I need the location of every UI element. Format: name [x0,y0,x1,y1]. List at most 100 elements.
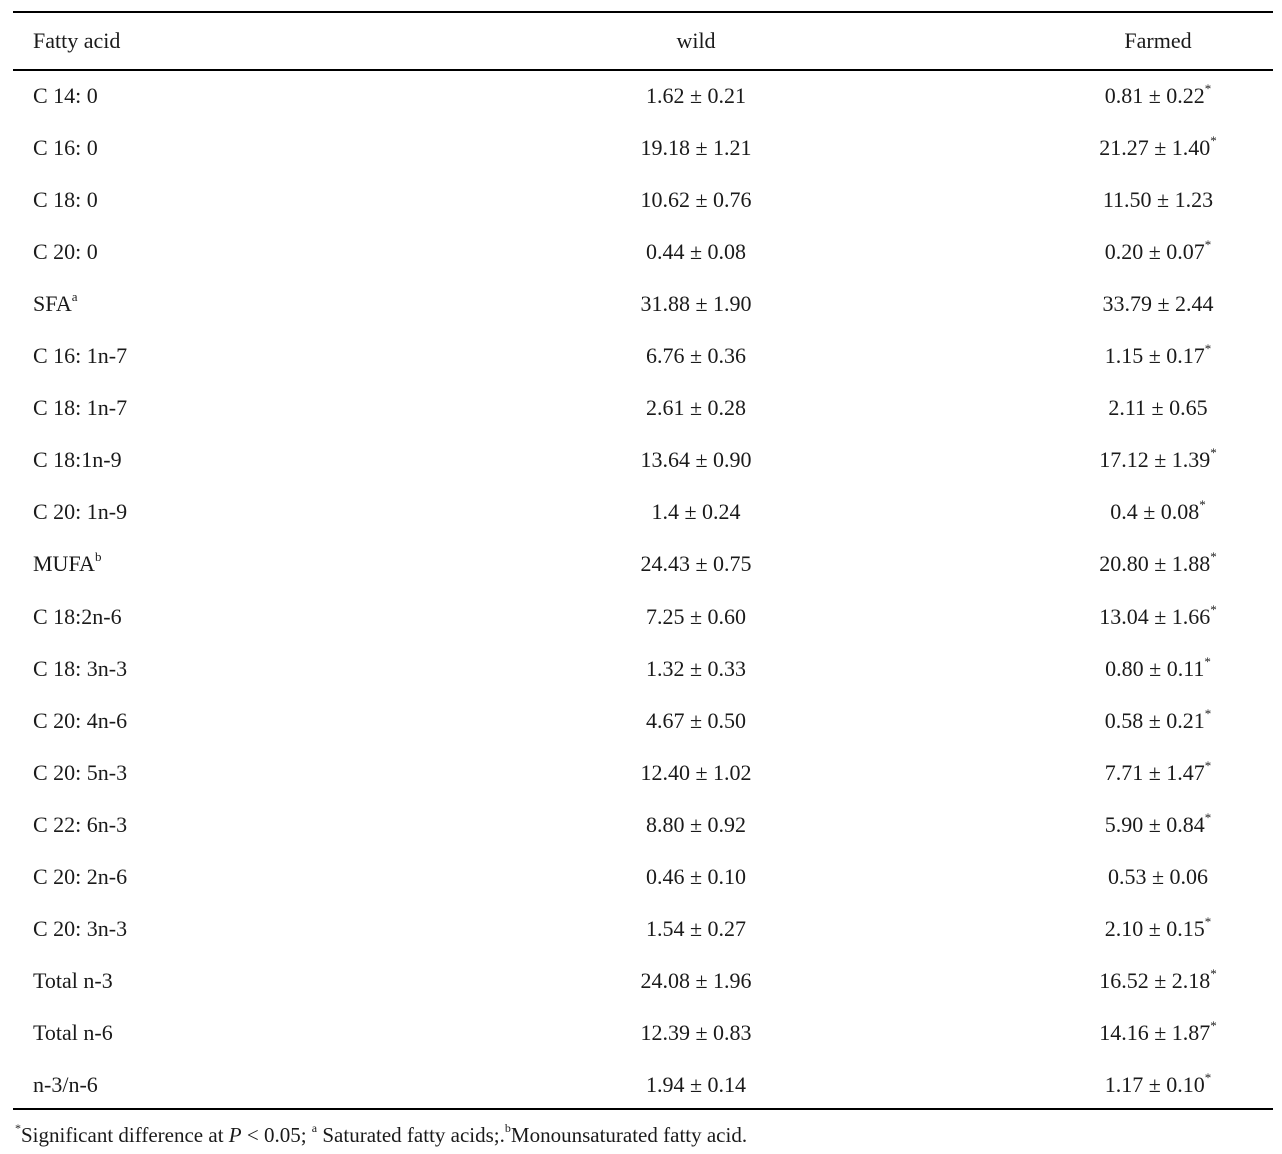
fatty-acid-cell-value: C 18:2n-6 [33,604,122,629]
footnote-p: P [228,1123,242,1147]
farmed-cell: 0.58 ± 0.21* [1104,707,1212,734]
wild-cell-value: 0.46 ± 0.10 [645,864,747,889]
wild-cell: 1.4 ± 0.24 [651,499,740,525]
wild-cell-value: 7.25 ± 0.60 [645,604,747,629]
wild-cell: 1.32 ± 0.33 [646,656,746,682]
fatty-acid-cell-value: C 18: 1n-7 [33,395,128,420]
fatty-acid-cell-value: C 20: 5n-3 [33,760,128,785]
fatty-acid-cell: C 18:1n-9 [33,447,122,473]
table-footnote: *Significant difference at P < 0.05; a S… [15,1122,747,1148]
farmed-cell-value: 2.11 ± 0.65 [1108,395,1208,420]
wild-cell-value: 12.40 ± 1.02 [640,760,752,785]
fatty-acid-cell: C 20: 4n-6 [33,708,127,734]
fatty-acid-cell-value: n-3/n-6 [33,1072,98,1097]
significance-marker: * [1204,653,1211,669]
wild-cell-value: 8.80 ± 0.92 [645,812,747,837]
table-top-rule [13,11,1273,13]
fatty-acid-cell-value: C 20: 1n-9 [33,499,128,524]
fatty-acid-cell-value: C 20: 4n-6 [33,708,128,733]
footnote-text-4: Monounsaturated fatty acid. [510,1123,748,1147]
wild-cell: 7.25 ± 0.60 [646,604,746,630]
farmed-cell: 5.90 ± 0.84* [1105,811,1212,838]
significance-marker: * [1210,548,1217,564]
fatty-acid-cell: C 18: 0 [33,187,98,213]
significance-marker: * [1204,340,1212,356]
farmed-cell-value: 17.12 ± 1.39 [1099,447,1211,472]
wild-cell-value: 1.94 ± 0.14 [645,1072,747,1097]
fatty-acid-cell: C 20: 0 [33,239,98,265]
wild-cell-value: 24.08 ± 1.96 [640,968,752,993]
fatty-acid-cell-value: C 18: 0 [33,187,98,212]
footnote-sup-b: b [504,1121,511,1135]
fatty-acid-cell: C 18:2n-6 [33,604,122,630]
fatty-acid-cell: C 20: 1n-9 [33,499,127,525]
wild-cell: 31.88 ± 1.90 [640,291,751,317]
wild-cell-value: 1.32 ± 0.33 [645,656,747,681]
farmed-cell: 11.50 ± 1.23 [1103,187,1213,213]
fatty-acid-cell: C 20: 5n-3 [33,760,127,786]
fatty-acid-cell-value: C 18: 3n-3 [33,656,128,681]
fatty-acid-cell: Total n-6 [33,1020,113,1046]
farmed-cell: 0.4 ± 0.08* [1110,498,1206,525]
footnote-marker: b [94,548,102,564]
wild-cell-value: 2.61 ± 0.28 [645,395,747,420]
significance-marker: * [1210,1017,1217,1033]
wild-cell: 8.80 ± 0.92 [646,812,746,838]
farmed-cell-value: 0.58 ± 0.21 [1104,708,1205,733]
wild-cell-value: 19.18 ± 1.21 [640,135,752,160]
farmed-cell: 0.20 ± 0.07* [1104,236,1212,265]
footnote-text-2: < 0.05; [241,1123,312,1147]
farmed-cell: 1.17 ± 0.10* [1104,1071,1212,1098]
farmed-cell-value: 0.4 ± 0.08 [1110,499,1200,524]
fatty-acid-cell: SFAa [33,288,78,317]
fatty-acid-cell-value: C 16: 0 [33,135,98,160]
footnote-marker: a [71,288,78,304]
header-fatty-acid: Fatty acid [33,28,121,53]
farmed-cell-value: 0.53 ± 0.06 [1107,864,1209,889]
significance-marker: * [1204,236,1212,252]
wild-cell: 24.43 ± 0.75 [640,551,751,577]
table-header-rule [13,69,1273,71]
fatty-acid-cell: C 18: 1n-7 [33,395,127,421]
farmed-cell: 17.12 ± 1.39* [1099,444,1217,473]
fatty-acid-cell-value: C 18:1n-9 [33,447,122,472]
fatty-acid-cell: n-3/n-6 [33,1072,98,1098]
wild-cell-value: 10.62 ± 0.76 [640,187,752,212]
wild-cell-value: 13.64 ± 0.90 [640,447,752,472]
farmed-cell: 1.15 ± 0.17* [1105,340,1212,369]
footnote-sup-a: a [311,1121,318,1135]
farmed-cell: 0.81 ± 0.22* [1104,82,1212,109]
fatty-acid-cell: C 18: 3n-3 [33,656,127,682]
farmed-cell-value: 14.16 ± 1.87 [1099,1020,1211,1045]
fatty-acid-cell: C 14: 0 [33,83,98,109]
wild-cell-value: 31.88 ± 1.90 [640,291,752,316]
farmed-cell-value: 0.20 ± 0.07 [1104,239,1205,264]
significance-marker: * [1210,444,1217,460]
farmed-cell-value: 7.71 ± 1.47 [1104,760,1205,785]
farmed-cell: 21.27 ± 1.40* [1099,134,1217,161]
farmed-cell-value: 0.81 ± 0.22 [1104,83,1205,108]
wild-cell: 1.94 ± 0.14 [646,1072,746,1098]
header-wild: wild [676,28,716,53]
wild-cell-value: 6.76 ± 0.36 [645,343,747,368]
wild-cell: 2.61 ± 0.28 [646,395,746,421]
significance-marker: * [1210,965,1217,981]
wild-cell-value: 1.54 ± 0.27 [645,916,747,941]
significance-marker: * [1210,601,1217,617]
farmed-cell: 13.04 ± 1.66* [1099,601,1217,630]
fatty-acid-cell: C 16: 0 [33,135,98,161]
fatty-acid-cell: C 20: 2n-6 [33,864,127,890]
farmed-cell-value: 1.17 ± 0.10 [1104,1072,1205,1097]
farmed-cell-value: 16.52 ± 2.18 [1099,968,1211,993]
wild-cell: 0.44 ± 0.08 [646,239,746,265]
wild-cell: 12.39 ± 0.83 [640,1020,751,1046]
farmed-cell: 16.52 ± 2.18* [1099,965,1217,994]
farmed-cell: 0.53 ± 0.06 [1108,864,1208,890]
fatty-acid-cell: C 22: 6n-3 [33,812,127,838]
farmed-cell: 14.16 ± 1.87* [1099,1017,1217,1046]
wild-cell: 1.62 ± 0.21 [646,83,746,109]
wild-cell: 19.18 ± 1.21 [640,135,751,161]
fatty-acid-cell-value: C 16: 1n-7 [33,343,128,368]
fatty-acid-cell-value: C 14: 0 [33,83,98,108]
fatty-acid-cell: C 20: 3n-3 [33,916,127,942]
